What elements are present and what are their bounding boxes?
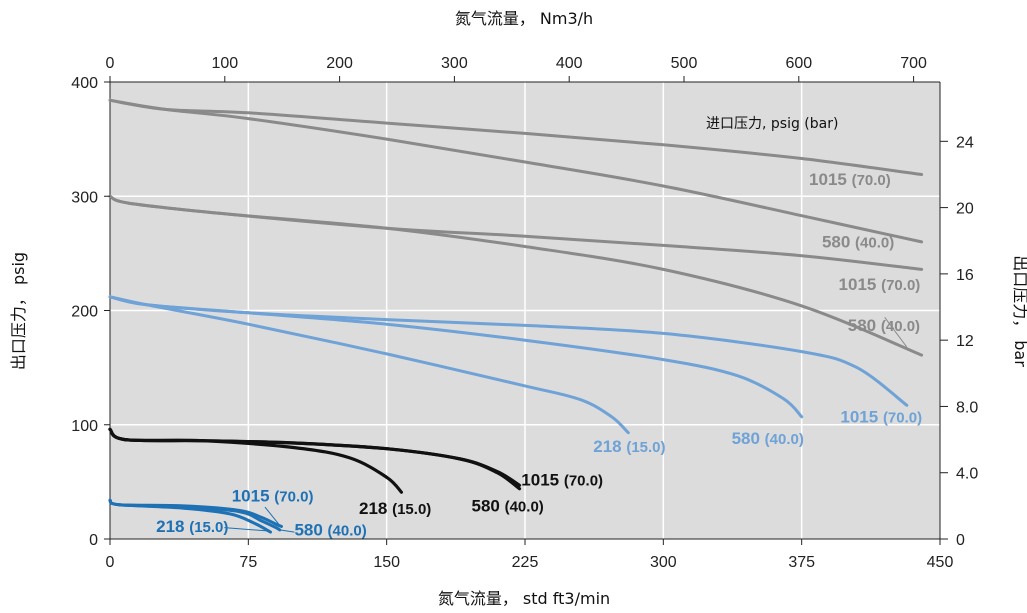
- x-tick-label: 450: [927, 554, 954, 571]
- series-label-blue-1015: 1015 (70.0): [232, 486, 314, 505]
- y-tick-label: 400: [71, 75, 98, 92]
- x-tick-label: 0: [106, 554, 115, 571]
- curve-black-218: [108, 427, 403, 494]
- x2-tick-label: 100: [211, 55, 238, 72]
- y-tick-label: 300: [71, 189, 98, 206]
- y-axis-title: 出口压力， psig: [9, 252, 28, 370]
- curve-lightblue-218: [108, 295, 630, 435]
- x-tick-label: 375: [788, 554, 815, 571]
- x-axis-title: 氮气流量， std ft3/min: [438, 589, 610, 608]
- series-label-lightblue-580: 580 (40.0): [732, 429, 804, 448]
- series-label-gray-1015: 1015 (70.0): [839, 275, 921, 294]
- series-label-number: 218: [156, 517, 189, 536]
- x2-axis-title: 氮气流量， Nm3/h: [455, 9, 593, 28]
- series-label-number: 580: [732, 429, 765, 448]
- series-label-bar: (70.0): [274, 488, 313, 505]
- series-label-blue-580: 580 (40.0): [294, 521, 366, 540]
- y2-axis-title: 出口压力， bar: [1011, 255, 1027, 367]
- series-label-number: 580: [472, 497, 505, 516]
- series-label-number: 1015: [839, 275, 882, 294]
- gridlines: [110, 82, 940, 539]
- x2-tick-label: 600: [785, 55, 812, 72]
- x2-tick-label: 500: [671, 55, 698, 72]
- x2-tick-label: 300: [441, 55, 468, 72]
- x-tick-label: 75: [239, 554, 257, 571]
- series-label-gray-1015: 1015 (70.0): [809, 170, 891, 189]
- legend-title: 进口压力, psig (bar): [706, 116, 838, 132]
- curve-lightblue-580: [108, 295, 804, 419]
- series-label-black-580: 580 (40.0): [472, 497, 544, 516]
- series-label-number: 218: [593, 437, 626, 456]
- series-label-bar: (70.0): [883, 409, 922, 426]
- series-label-black-218: 218 (15.0): [359, 499, 431, 518]
- x2-tick-label: 700: [900, 55, 927, 72]
- label-leader-line: [884, 317, 908, 348]
- y2-tick-label: 16: [956, 267, 974, 284]
- series-label-gray-580: 580 (40.0): [822, 233, 894, 252]
- curve-blue-218: [108, 498, 272, 534]
- series-label-number: 218: [359, 499, 392, 518]
- x-tick-label: 150: [373, 554, 400, 571]
- series-label-number: 580: [294, 521, 327, 540]
- x2-tick-label: 200: [326, 55, 353, 72]
- series-label-lightblue-1015: 1015 (70.0): [840, 407, 922, 426]
- series-label-bar: (15.0): [626, 439, 665, 456]
- y-tick-label: 100: [71, 418, 98, 435]
- series-label-number: 1015: [232, 486, 275, 505]
- y2-tick-label: 8.0: [956, 399, 978, 416]
- series-label-lightblue-218: 218 (15.0): [593, 437, 665, 456]
- series-label-bar: (40.0): [855, 235, 894, 252]
- series-label-number: 1015: [809, 170, 852, 189]
- series-label-gray-580: 580 (40.0): [848, 316, 920, 335]
- series-label-blue-218: 218 (15.0): [156, 517, 228, 536]
- y2-tick-label: 20: [956, 201, 974, 218]
- label-leader-line: [224, 527, 269, 532]
- series-label-bar: (40.0): [765, 431, 804, 448]
- series-labels: 1015 (70.0) 580 (40.0) 1015 (70.0) 580 (40.…: [156, 170, 922, 540]
- y2-tick-label: 24: [956, 134, 974, 151]
- curve-gray-580: [108, 194, 924, 357]
- series-label-number: 1015: [521, 470, 564, 489]
- series-label-bar: (40.0): [881, 318, 920, 335]
- series-label-bar: (40.0): [328, 523, 367, 540]
- x-tick-label: 225: [512, 554, 539, 571]
- series-label-black-1015: 1015 (70.0): [521, 470, 603, 489]
- y2-tick-label: 0: [956, 532, 965, 549]
- series-label-number: 1015: [840, 407, 883, 426]
- series-label-bar: (40.0): [505, 499, 544, 516]
- y-tick-label: 200: [71, 304, 98, 321]
- series-label-bar: (15.0): [392, 501, 431, 518]
- series-label-number: 580: [848, 316, 881, 335]
- data-series: [108, 98, 924, 534]
- y2-tick-label: 4.0: [956, 466, 978, 483]
- curve-gray-580: [108, 98, 924, 244]
- curve-gray-1015: [108, 98, 924, 176]
- x2-tick-label: 0: [106, 55, 115, 72]
- series-label-bar: (70.0): [852, 172, 891, 189]
- y-tick-label: 0: [89, 532, 98, 549]
- label-leader-line: [264, 506, 281, 526]
- series-label-bar: (70.0): [881, 277, 920, 294]
- x-tick-label: 300: [650, 554, 677, 571]
- series-label-bar: (15.0): [189, 519, 228, 536]
- y2-tick-label: 12: [956, 333, 974, 350]
- series-label-bar: (70.0): [564, 472, 603, 489]
- series-label-number: 580: [822, 233, 855, 252]
- x2-tick-label: 400: [556, 55, 583, 72]
- label-leader-line: [279, 529, 295, 533]
